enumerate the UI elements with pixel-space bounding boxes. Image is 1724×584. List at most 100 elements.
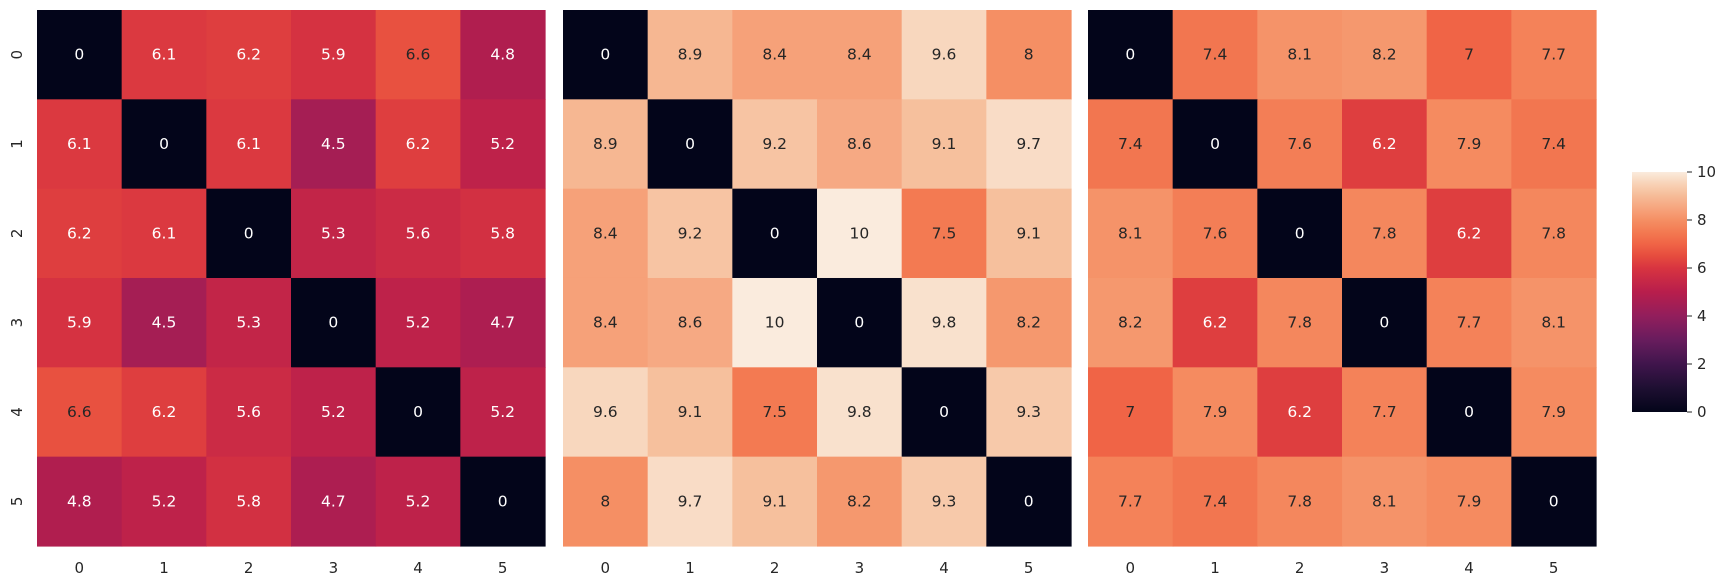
heatmap-cell	[1511, 10, 1597, 100]
heatmap-cell-label: 9.8	[932, 314, 957, 332]
heatmap-cell	[375, 277, 461, 368]
heatmap-cell-label: 8.6	[678, 314, 703, 332]
heatmap-cell	[732, 456, 818, 547]
heatmap-cell	[1511, 99, 1597, 190]
heatmap-cell-label: 7.8	[1287, 492, 1312, 510]
heatmap-cell-label: 5.3	[236, 314, 261, 332]
heatmap-cell	[121, 277, 207, 368]
heatmap-cell-label: 7.9	[1457, 492, 1482, 510]
heatmap-cell	[563, 99, 649, 190]
heatmap-cell	[37, 367, 123, 458]
heatmap-cell	[206, 99, 292, 190]
heatmap-cell	[1257, 277, 1343, 368]
heatmap-cell	[647, 99, 733, 190]
heatmap-cell-label: 7.6	[1203, 224, 1228, 242]
heatmap-cell-label: 8.1	[1541, 314, 1566, 332]
heatmap-cell-label: 7.9	[1457, 135, 1482, 153]
heatmap-cell	[1426, 188, 1512, 279]
heatmap-cell	[1511, 188, 1597, 279]
heatmap-cell	[1172, 99, 1258, 190]
heatmap-cell	[460, 277, 546, 368]
x-tick-label: 4	[413, 559, 423, 577]
x-tick-label: 0	[601, 559, 611, 577]
heatmap-cell-label: 4.7	[321, 492, 346, 510]
y-tick-label: 2	[8, 229, 26, 239]
heatmap-cell	[291, 367, 377, 458]
heatmap-cell-label: 8.1	[1287, 46, 1312, 64]
heatmap-cell	[1342, 456, 1428, 547]
heatmap-cell-label: 0	[413, 403, 423, 421]
heatmap-cell	[1172, 10, 1258, 100]
heatmap-cell-label: 0	[1295, 224, 1305, 242]
heatmap-cell-label: 9.3	[932, 492, 957, 510]
heatmap-cell-label: 8.4	[762, 46, 787, 64]
heatmap-cell-label: 0	[1549, 492, 1559, 510]
heatmap-cell	[1257, 188, 1343, 279]
heatmap-cell	[817, 99, 903, 190]
heatmap-cell-label: 5.9	[321, 46, 346, 64]
heatmap-cell-label: 6.1	[152, 224, 177, 242]
heatmap-cell-label: 6.2	[1457, 224, 1482, 242]
heatmap-cell	[1257, 367, 1343, 458]
heatmap-cell-label: 9.2	[762, 135, 787, 153]
heatmap-cell	[647, 10, 733, 100]
heatmap-cell	[1257, 10, 1343, 100]
heatmap-cell-label: 9.2	[678, 224, 703, 242]
heatmap-cell-label: 7.6	[1287, 135, 1312, 153]
y-tick-label: 3	[8, 318, 26, 328]
heatmap-cell	[291, 456, 377, 547]
x-tick-label: 4	[939, 559, 949, 577]
heatmap-cell-label: 4.5	[321, 135, 346, 153]
heatmap-cell-label: 6.6	[67, 403, 92, 421]
colorbar-tick-label: 6	[1697, 259, 1707, 277]
heatmap-cell	[817, 188, 903, 279]
heatmap-cell-label: 7.8	[1372, 224, 1397, 242]
heatmap-cell	[1511, 456, 1597, 547]
heatmap-cell-label: 8.4	[593, 224, 618, 242]
heatmap-cell	[121, 10, 207, 100]
heatmap-cell	[460, 188, 546, 279]
heatmap-cell	[1088, 99, 1174, 190]
heatmap-cell-label: 7	[1125, 403, 1135, 421]
x-tick-label: 1	[1210, 559, 1220, 577]
heatmap-cell-label: 8.1	[1118, 224, 1143, 242]
heatmap-cell-label: 7.9	[1541, 403, 1566, 421]
heatmap-cell	[375, 188, 461, 279]
heatmap-cell-label: 5.2	[406, 492, 431, 510]
heatmap-cell-label: 0	[854, 314, 864, 332]
heatmap-cell-label: 5.2	[406, 314, 431, 332]
x-tick-label: 1	[685, 559, 695, 577]
heatmap-cell	[1088, 367, 1174, 458]
heatmap-cell	[901, 367, 987, 458]
heatmap-cell-label: 6.1	[152, 46, 177, 64]
heatmap-cell-label: 5.6	[236, 403, 261, 421]
heatmap-cell-label: 7.5	[932, 224, 957, 242]
heatmap-cell-label: 7.4	[1203, 492, 1228, 510]
heatmap-cell-label: 6.1	[67, 135, 92, 153]
heatmap-cell-label: 0	[74, 46, 84, 64]
heatmap-cell-label: 7.7	[1457, 314, 1482, 332]
heatmap-cell	[37, 10, 123, 100]
heatmap-cell	[1257, 456, 1343, 547]
heatmap-cell	[732, 10, 818, 100]
heatmap-cell	[986, 10, 1072, 100]
heatmap-cell	[986, 367, 1072, 458]
heatmap-cell-label: 0	[328, 314, 338, 332]
heatmap-cell	[460, 367, 546, 458]
heatmap-cell	[986, 277, 1072, 368]
heatmap-cell	[1088, 10, 1174, 100]
y-tick-label: 4	[8, 407, 26, 417]
heatmap-cell-label: 6.1	[236, 135, 261, 153]
heatmap-cell	[37, 456, 123, 547]
colorbar-ticks: 0 2 4 6 8 10	[1687, 163, 1716, 421]
heatmap-cell-label: 7.4	[1541, 135, 1566, 153]
heatmap-cell	[563, 10, 649, 100]
heatmap-cell-label: 7.8	[1541, 224, 1566, 242]
heatmap-cell-label: 5.2	[152, 492, 177, 510]
heatmap-cell	[206, 10, 292, 100]
heatmap-cell	[817, 10, 903, 100]
heatmap-cell-label: 5.3	[321, 224, 346, 242]
heatmap-cell-label: 8.9	[593, 135, 618, 153]
heatmap-cell	[1172, 367, 1258, 458]
